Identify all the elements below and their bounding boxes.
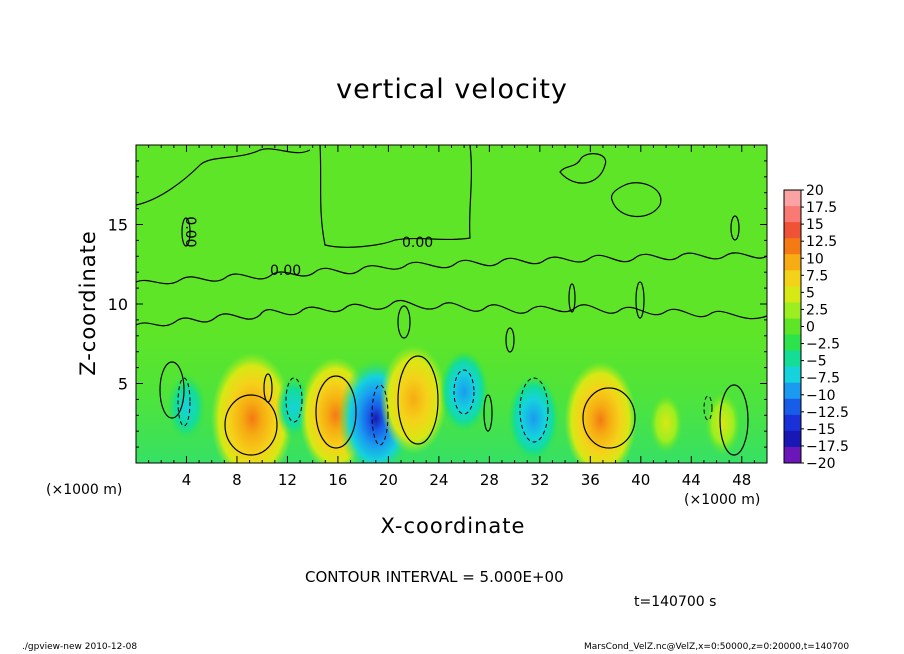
velocity-cell-7	[564, 361, 637, 463]
x-axis-unit-left: (×1000 m)	[46, 482, 123, 498]
velocity-cell-9	[704, 391, 741, 455]
colorbar-swatch	[784, 222, 801, 239]
chart-title: vertical velocity	[336, 74, 568, 105]
colorbar-label: −2.5	[806, 337, 840, 353]
colorbar-label: 20	[806, 183, 824, 199]
colorbar-label: 17.5	[806, 200, 837, 216]
y-axis-ticks: 5 10 15	[108, 160, 767, 448]
velocity-features	[167, 344, 741, 463]
colorbar-label: 10	[806, 251, 824, 267]
velocity-cell-8	[167, 373, 206, 441]
colorbar-swatch	[784, 334, 801, 352]
colorbar-swatch	[784, 302, 801, 319]
colorbar-label: −5	[806, 354, 827, 370]
colorbar-swatch	[784, 318, 801, 336]
x-tick-label: 44	[682, 471, 701, 489]
colorbar-label: 7.5	[806, 268, 828, 284]
x-tick-label: 8	[232, 471, 242, 489]
x-tick-label: 16	[328, 471, 347, 489]
colorbar-swatch	[784, 366, 801, 384]
time-stamp: t=140700 s	[634, 594, 717, 610]
contour-label: 0.00	[182, 216, 198, 247]
velocity-cell-0	[210, 352, 294, 463]
x-tick-label: 4	[182, 471, 192, 489]
x-axis-unit-right: (×1000 m)	[684, 492, 761, 508]
colorbar-label: −12.5	[806, 405, 849, 421]
x-tick-label: 12	[278, 471, 297, 489]
contour-label: 0.00	[270, 263, 301, 279]
y-axis-label: Z-coordinate	[76, 230, 100, 376]
contour-labels: 0.00 0.00 0.00	[182, 216, 433, 279]
x-tick-label: 24	[429, 471, 448, 489]
colorbar-swatch	[784, 254, 801, 271]
colorbar-swatch	[784, 238, 801, 255]
x-tick-label: 40	[631, 471, 650, 489]
colorbar-label: −7.5	[806, 371, 840, 387]
colorbar-label: −10	[806, 388, 836, 404]
colorbar-label: 2.5	[806, 302, 828, 318]
contour-label: 0.00	[402, 235, 433, 251]
footer-right: MarsCond_VelZ.nc@VelZ,x=0:50000,z=0:2000…	[584, 642, 850, 652]
colorbar-swatch	[784, 206, 801, 223]
negative-contours	[177, 369, 713, 446]
colorbar-swatch	[784, 430, 801, 448]
y-tick-label: 5	[118, 375, 128, 394]
contour-lines	[136, 145, 767, 456]
colorbar-label: 15	[806, 217, 824, 233]
colorbar-label: −20	[806, 456, 836, 472]
velocity-cell-10	[649, 393, 683, 454]
x-axis-ticks: 4 8 12 16 20 24 28 32 36 40 44 48	[148, 145, 755, 489]
colorbar-swatch	[784, 270, 801, 287]
contour-interval-note: CONTOUR INTERVAL = 5.000E+00	[305, 568, 564, 586]
x-tick-label: 36	[581, 471, 600, 489]
velocity-cell-4	[380, 344, 448, 454]
colorbar-label: 5	[806, 285, 815, 301]
colorbar-swatch	[784, 382, 801, 400]
footer-left: ./gpview-new 2010-12-08	[22, 642, 138, 652]
velocity-cell-5	[439, 350, 489, 433]
x-axis-label: X-coordinate	[380, 514, 526, 538]
colorbar-label: −17.5	[806, 439, 849, 455]
colorbar-swatch	[784, 398, 801, 416]
velocity-cell-6	[507, 375, 560, 462]
colorbar-swatch	[784, 414, 801, 432]
colorbar-swatch	[784, 190, 801, 207]
colorbar-swatch	[784, 350, 801, 368]
x-tick-label: 32	[530, 471, 549, 489]
x-tick-label: 20	[379, 471, 398, 489]
colorbar-label: 12.5	[806, 234, 837, 250]
x-tick-label: 48	[732, 471, 751, 489]
y-tick-label: 15	[108, 216, 128, 235]
plot-area	[136, 145, 767, 463]
colorbar-label: 0	[806, 320, 815, 336]
x-tick-label: 28	[480, 471, 499, 489]
colorbar-swatch	[784, 286, 801, 303]
colorbar-swatch	[784, 446, 801, 464]
colorbar-label: −15	[806, 422, 836, 438]
y-tick-label: 10	[108, 295, 128, 314]
